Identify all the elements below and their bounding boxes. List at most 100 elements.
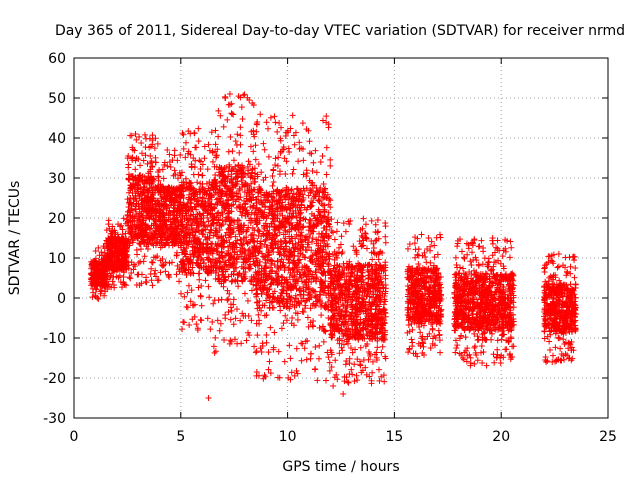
data-point: [120, 215, 127, 222]
data-point: [148, 277, 155, 284]
data-point: [107, 274, 114, 281]
data-point: [117, 258, 124, 265]
data-point: [136, 172, 143, 179]
data-point: [128, 132, 135, 139]
data-point: [154, 198, 161, 205]
data-point: [149, 259, 156, 266]
data-point: [139, 150, 146, 157]
data-point: [106, 257, 113, 264]
data-point: [125, 219, 132, 226]
data-point: [149, 176, 156, 183]
data-point: [89, 280, 96, 287]
data-point: [149, 132, 156, 139]
data-point: [105, 217, 112, 224]
data-point: [92, 248, 99, 255]
data-point: [166, 151, 173, 158]
data-point: [133, 200, 140, 207]
data-point: [153, 231, 160, 238]
data-point: [109, 227, 116, 234]
data-point: [154, 277, 161, 284]
data-point: [139, 202, 146, 209]
data-point: [113, 273, 120, 280]
data-point: [98, 287, 105, 294]
data-point: [136, 133, 143, 140]
data-point: [142, 220, 149, 227]
data-point: [126, 242, 133, 249]
data-point: [144, 160, 151, 167]
data-point: [133, 282, 140, 289]
data-point: [152, 267, 159, 274]
data-point: [123, 245, 130, 252]
data-point: [98, 249, 105, 256]
data-point: [154, 240, 161, 247]
data-point: [135, 213, 142, 220]
data-point: [140, 157, 147, 164]
data-point: [128, 270, 135, 277]
data-point: [147, 159, 154, 166]
data-point: [141, 131, 148, 138]
data-point: [92, 292, 99, 299]
data-point: [116, 243, 123, 250]
data-point: [116, 272, 123, 279]
data-point: [146, 144, 153, 151]
data-point: [89, 285, 96, 292]
data-point: [129, 222, 136, 229]
data-point: [138, 195, 145, 202]
data-point: [149, 163, 156, 170]
data-point: [150, 229, 157, 236]
data-point: [152, 135, 159, 142]
data-point: [105, 263, 112, 270]
data-point: [135, 271, 142, 278]
data-point: [121, 281, 128, 288]
data-point: [106, 225, 113, 232]
data-point: [103, 282, 110, 289]
data-point: [96, 252, 103, 259]
data-point: [119, 284, 126, 291]
data-point: [143, 194, 150, 201]
data-point: [143, 176, 150, 183]
data-point: [148, 258, 155, 265]
data-point: [133, 247, 140, 254]
data-point: [124, 258, 131, 265]
data-point: [130, 266, 137, 273]
data-point: [143, 135, 150, 142]
data-point: [147, 270, 154, 277]
data-point: [126, 199, 133, 206]
data-point: [127, 275, 134, 282]
data-point: [143, 279, 150, 286]
data-point: [147, 198, 154, 204]
data-point: [143, 229, 150, 236]
data-point: [143, 199, 150, 206]
data-point: [91, 263, 98, 270]
data-point: [138, 140, 145, 147]
data-point: [125, 161, 132, 168]
data-point: [131, 230, 138, 237]
data-points: [88, 91, 579, 401]
data-point: [128, 172, 135, 179]
data-point: [127, 195, 134, 202]
data-point: [153, 184, 160, 191]
data-point: [153, 273, 160, 280]
data-point: [89, 294, 96, 301]
data-point: [101, 292, 108, 299]
data-point: [146, 180, 153, 187]
data-point: [129, 185, 136, 192]
data-point: [111, 262, 118, 269]
data-point: [152, 254, 159, 261]
data-point: [149, 205, 156, 212]
data-point: [142, 152, 149, 159]
data-point: [154, 140, 161, 147]
data-point: [132, 166, 139, 173]
data-point: [137, 246, 144, 253]
data-point: [134, 180, 141, 187]
data-point: [149, 282, 156, 289]
data-point: [109, 278, 116, 285]
data-point: [143, 186, 150, 193]
data-point: [134, 217, 141, 224]
data-point: [123, 282, 130, 289]
data-point: [148, 240, 155, 247]
data-point: [139, 237, 146, 244]
data-point: [135, 222, 142, 229]
data-point: [125, 228, 132, 235]
